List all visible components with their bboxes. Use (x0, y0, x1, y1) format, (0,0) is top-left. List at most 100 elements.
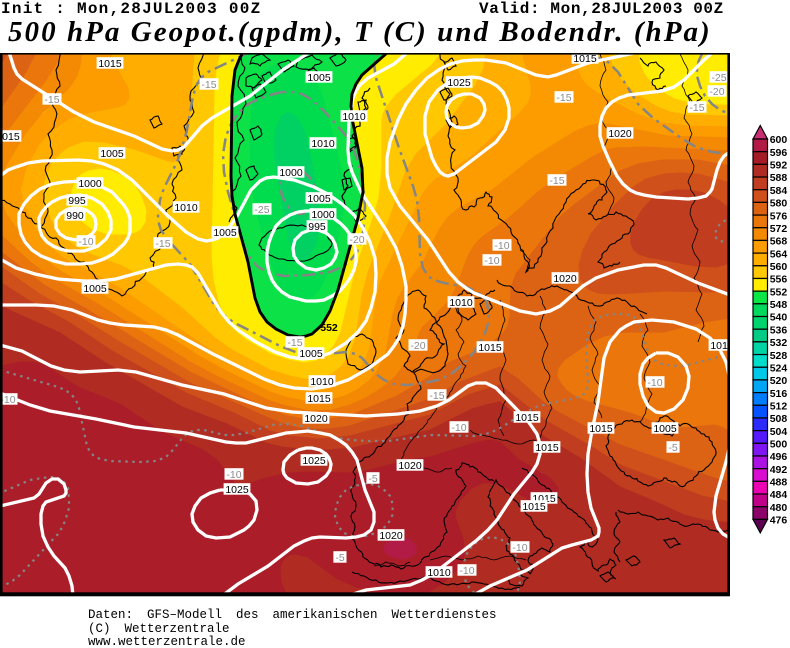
svg-text:492: 492 (770, 464, 788, 476)
svg-text:Init : Mon,28JUL2003 00Z: Init : Mon,28JUL2003 00Z (1, 0, 261, 18)
svg-text:1015: 1015 (515, 412, 539, 424)
svg-text:-10: -10 (484, 255, 499, 267)
svg-text:1015: 1015 (589, 423, 613, 435)
svg-text:580: 580 (770, 198, 788, 210)
svg-text:1005: 1005 (307, 193, 331, 205)
svg-text:1010: 1010 (427, 567, 451, 579)
svg-text:(C) Wetterzentrale: (C) Wetterzentrale (88, 622, 230, 636)
svg-text:600: 600 (770, 134, 788, 146)
svg-text:-15: -15 (44, 94, 59, 106)
svg-text:Valid: Mon,28JUL2003 00Z: Valid: Mon,28JUL2003 00Z (479, 0, 724, 18)
svg-text:500: 500 (770, 439, 788, 451)
svg-text:-15: -15 (556, 92, 571, 104)
svg-text:-10: -10 (226, 469, 241, 481)
svg-text:588: 588 (770, 172, 788, 184)
svg-text:552: 552 (770, 286, 788, 298)
svg-text:488: 488 (770, 477, 788, 489)
svg-text:560: 560 (770, 261, 788, 273)
svg-text:-15: -15 (155, 238, 170, 250)
svg-text:512: 512 (770, 400, 788, 412)
svg-text:-20: -20 (349, 234, 364, 246)
svg-text:995: 995 (68, 195, 86, 207)
svg-text:-5: -5 (368, 473, 377, 485)
svg-text:1010: 1010 (174, 202, 198, 214)
svg-text:1020: 1020 (553, 273, 577, 285)
svg-text:496: 496 (770, 451, 788, 463)
svg-text:564: 564 (770, 248, 788, 260)
svg-text:-20: -20 (709, 86, 724, 98)
svg-text:-15: -15 (549, 175, 564, 187)
svg-text:1015: 1015 (478, 342, 502, 354)
svg-text:536: 536 (770, 324, 788, 336)
svg-text:500 hPa Geopot.(gpdm), T (C) u: 500 hPa Geopot.(gpdm), T (C) und Bodendr… (8, 16, 712, 48)
svg-text:www.wetterzentrale.de: www.wetterzentrale.de (88, 635, 246, 648)
svg-text:1005: 1005 (653, 423, 677, 435)
svg-text:-10: -10 (459, 565, 474, 577)
svg-text:508: 508 (770, 413, 788, 425)
svg-text:1000: 1000 (279, 167, 303, 179)
svg-text:576: 576 (770, 210, 788, 222)
svg-text:-15: -15 (287, 337, 302, 349)
svg-text:1015: 1015 (307, 393, 331, 405)
svg-text:-10: -10 (647, 377, 662, 389)
svg-text:1015: 1015 (98, 58, 122, 70)
svg-text:-25: -25 (711, 72, 726, 84)
svg-text:1015: 1015 (522, 501, 546, 513)
svg-text:1005: 1005 (213, 227, 237, 239)
svg-text:-20: -20 (410, 340, 425, 352)
svg-text:-10: -10 (512, 542, 527, 554)
svg-text:-10: -10 (78, 236, 93, 248)
svg-text:-15: -15 (689, 102, 704, 114)
svg-text:1025: 1025 (447, 77, 471, 89)
svg-text:-10: -10 (451, 422, 466, 434)
svg-text:1020: 1020 (379, 530, 403, 542)
svg-text:1000: 1000 (78, 178, 102, 190)
svg-text:-15: -15 (201, 79, 216, 91)
svg-text:524: 524 (770, 362, 788, 374)
svg-text:484: 484 (770, 489, 788, 501)
svg-text:1005: 1005 (83, 283, 107, 295)
svg-text:1010: 1010 (311, 138, 335, 150)
svg-text:1020: 1020 (304, 413, 328, 425)
svg-text:1015: 1015 (710, 340, 734, 352)
svg-text:-5: -5 (668, 442, 677, 454)
svg-text:520: 520 (770, 375, 788, 387)
svg-text:516: 516 (770, 388, 788, 400)
svg-text:995: 995 (308, 221, 326, 233)
svg-text:1010: 1010 (310, 376, 334, 388)
svg-text:1025: 1025 (302, 455, 326, 467)
svg-text:1025: 1025 (225, 484, 249, 496)
svg-text:556: 556 (770, 274, 788, 286)
svg-text:1000: 1000 (311, 209, 335, 221)
svg-text:1020: 1020 (398, 460, 422, 472)
svg-text:596: 596 (770, 147, 788, 159)
svg-text:990: 990 (66, 210, 84, 222)
svg-text:548: 548 (770, 299, 788, 311)
svg-text:584: 584 (770, 185, 788, 197)
svg-text:-15: -15 (429, 390, 444, 402)
svg-text:528: 528 (770, 350, 788, 362)
svg-text:476: 476 (770, 515, 788, 527)
svg-text:532: 532 (770, 337, 788, 349)
svg-text:552: 552 (320, 322, 338, 334)
svg-text:540: 540 (770, 312, 788, 324)
svg-text:1020: 1020 (608, 128, 632, 140)
svg-text:1005: 1005 (307, 72, 331, 84)
svg-text:1015: 1015 (0, 131, 20, 143)
svg-text:568: 568 (770, 236, 788, 248)
svg-text:572: 572 (770, 223, 788, 235)
svg-text:1010: 1010 (342, 111, 366, 123)
svg-text:504: 504 (770, 426, 788, 438)
svg-text:-5: -5 (335, 552, 344, 564)
svg-text:1010: 1010 (449, 297, 473, 309)
svg-text:1005: 1005 (299, 348, 323, 360)
svg-text:1005: 1005 (100, 148, 124, 160)
svg-text:1015: 1015 (535, 442, 559, 454)
svg-text:592: 592 (770, 160, 788, 172)
svg-text:-10: -10 (0, 394, 15, 406)
svg-text:1015: 1015 (573, 53, 597, 65)
svg-text:-25: -25 (254, 204, 269, 216)
svg-text:Daten: GFS–Modell des amerikan: Daten: GFS–Modell des amerikanischen Wet… (88, 608, 497, 622)
svg-text:480: 480 (770, 502, 788, 514)
svg-text:-10: -10 (494, 240, 509, 252)
